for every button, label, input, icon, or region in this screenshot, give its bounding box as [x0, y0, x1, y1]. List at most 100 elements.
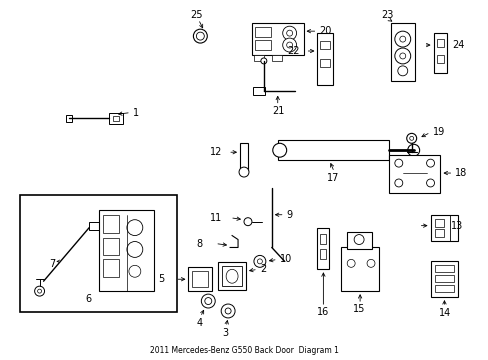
Bar	[103, 215, 119, 233]
Text: 2: 2	[259, 264, 265, 274]
Circle shape	[366, 260, 374, 267]
Bar	[103, 260, 119, 277]
Bar	[188, 267, 212, 291]
Bar	[113, 116, 119, 121]
Bar	[252, 87, 264, 95]
Bar	[254, 27, 270, 37]
Circle shape	[221, 304, 235, 318]
Circle shape	[260, 58, 266, 64]
Text: 22: 22	[287, 46, 300, 56]
Circle shape	[201, 294, 215, 308]
Circle shape	[244, 218, 251, 226]
Circle shape	[407, 144, 419, 156]
Circle shape	[394, 159, 402, 167]
Text: 19: 19	[432, 127, 444, 138]
Text: 6: 6	[85, 294, 91, 304]
Circle shape	[353, 235, 364, 244]
Text: 8: 8	[196, 239, 202, 248]
Circle shape	[196, 32, 204, 40]
Ellipse shape	[225, 269, 238, 283]
Bar	[346, 231, 371, 249]
Circle shape	[394, 48, 410, 64]
Bar	[320, 59, 330, 67]
Circle shape	[193, 29, 207, 43]
Bar	[20, 195, 176, 312]
Text: 2011 Mercedes-Benz G550 Back Door  Diagram 1: 2011 Mercedes-Benz G550 Back Door Diagra…	[149, 346, 338, 355]
Bar	[192, 271, 208, 287]
Circle shape	[426, 179, 434, 187]
Bar	[341, 247, 378, 291]
Circle shape	[397, 66, 407, 76]
Bar	[434, 275, 453, 282]
Text: 16: 16	[317, 307, 329, 317]
Circle shape	[399, 36, 405, 42]
Bar	[320, 41, 330, 49]
Bar	[429, 261, 457, 297]
Circle shape	[282, 38, 296, 52]
Bar	[222, 266, 242, 286]
Bar	[254, 40, 270, 50]
Circle shape	[286, 42, 292, 48]
Bar	[390, 23, 414, 81]
Bar	[320, 249, 325, 260]
Bar	[277, 140, 388, 160]
Circle shape	[224, 308, 231, 314]
Text: 25: 25	[190, 10, 203, 20]
Text: 1: 1	[133, 108, 139, 117]
Text: 23: 23	[380, 10, 392, 20]
Text: 9: 9	[286, 210, 292, 220]
Circle shape	[286, 30, 292, 36]
Text: 11: 11	[210, 213, 222, 223]
Bar	[434, 229, 444, 237]
Circle shape	[394, 179, 402, 187]
Bar	[99, 210, 153, 291]
Circle shape	[272, 143, 286, 157]
Circle shape	[394, 31, 410, 47]
Text: 12: 12	[210, 147, 222, 157]
Bar	[251, 23, 303, 55]
Bar	[240, 143, 247, 171]
Bar	[429, 215, 457, 240]
Text: 20: 20	[319, 26, 331, 36]
Bar	[66, 114, 72, 122]
Text: 17: 17	[326, 173, 339, 183]
Text: 7: 7	[49, 259, 56, 269]
Bar	[320, 234, 325, 243]
Circle shape	[204, 298, 211, 305]
Circle shape	[346, 260, 354, 267]
Text: 24: 24	[451, 40, 464, 50]
Circle shape	[127, 242, 142, 257]
Text: 10: 10	[279, 255, 291, 264]
Circle shape	[127, 220, 142, 235]
Circle shape	[399, 53, 405, 59]
Text: 15: 15	[352, 304, 365, 314]
Text: 14: 14	[438, 308, 450, 318]
Text: 18: 18	[454, 168, 467, 178]
Bar	[89, 222, 99, 230]
Bar	[271, 55, 281, 61]
Text: 5: 5	[158, 274, 164, 284]
Bar	[103, 238, 119, 255]
Bar	[218, 262, 245, 290]
Text: 21: 21	[271, 105, 284, 116]
Bar	[433, 33, 447, 73]
Bar	[317, 33, 333, 85]
Bar	[436, 39, 444, 47]
Circle shape	[239, 167, 248, 177]
Bar	[317, 228, 328, 269]
Bar	[434, 219, 444, 227]
Circle shape	[409, 136, 413, 140]
Bar	[434, 265, 453, 272]
Circle shape	[257, 259, 262, 264]
Bar	[388, 155, 440, 193]
Bar	[253, 55, 264, 61]
Circle shape	[35, 286, 44, 296]
Circle shape	[253, 255, 265, 267]
Circle shape	[129, 265, 141, 277]
Circle shape	[38, 289, 41, 293]
Text: 4: 4	[196, 318, 202, 328]
Bar	[436, 55, 444, 63]
Circle shape	[406, 133, 416, 143]
Text: 3: 3	[222, 328, 228, 338]
Circle shape	[282, 26, 296, 40]
